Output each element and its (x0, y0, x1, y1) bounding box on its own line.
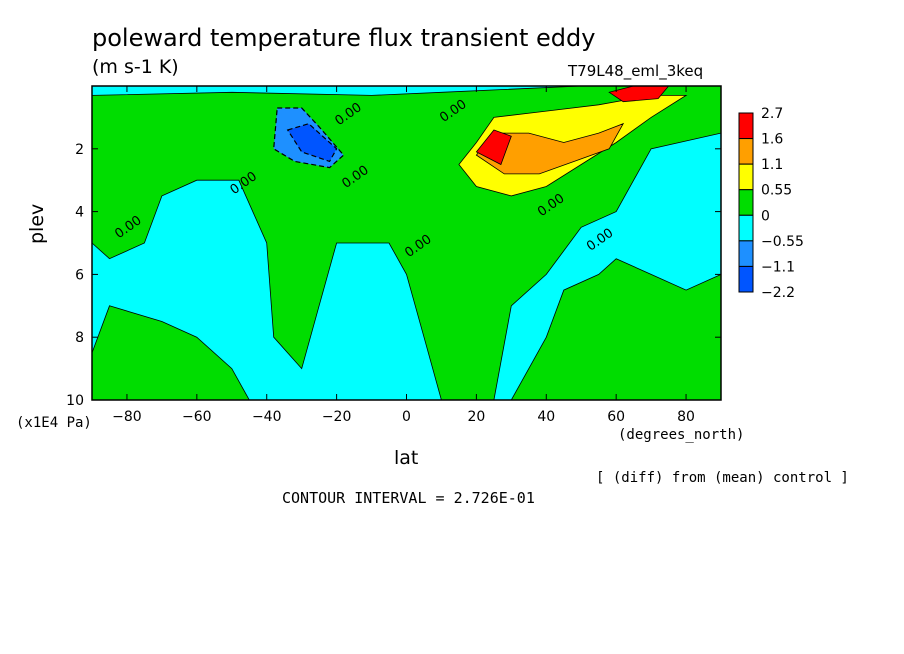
colorbar-box (738, 265, 754, 293)
x-tick-label: 60 (607, 409, 625, 425)
colorbar-box (738, 189, 754, 216)
x-tick-label: 0 (402, 409, 411, 425)
field-region (510, 258, 721, 400)
y-tick-label: 4 (75, 205, 84, 221)
x-tick-label: −60 (182, 409, 212, 425)
y-tick-label: 2 (75, 142, 84, 158)
colorbar-box (738, 112, 754, 140)
colorbar-label: 0.55 (761, 183, 792, 199)
x-tick-label: −20 (322, 409, 352, 425)
field-region (475, 122, 625, 175)
x-tick-label: −80 (112, 409, 142, 425)
colorbar-label: 1.1 (761, 157, 783, 173)
x-tick-label: 40 (537, 409, 555, 425)
colorbar-label: −2.2 (761, 285, 795, 301)
x-tick-label: 20 (467, 409, 485, 425)
field-regions (92, 86, 721, 400)
colorbar-label: 1.6 (761, 132, 783, 148)
y-axis-units: (x1E4 Pa) (16, 415, 92, 431)
x-tick-label: −40 (252, 409, 282, 425)
field-region (92, 305, 250, 400)
y-tick-label: 8 (75, 330, 84, 346)
contour-interval: CONTOUR INTERVAL = 2.726E-01 (282, 489, 535, 507)
x-tick-label: 80 (677, 409, 695, 425)
colorbar-label: −1.1 (761, 259, 795, 275)
colorbar-label: 2.7 (761, 106, 783, 122)
y-tick-label: 10 (66, 393, 84, 409)
colorbar-box (738, 163, 754, 191)
chart-title: poleward temperature flux transient eddy (92, 24, 596, 52)
chart-units: (m s-1 K) (92, 56, 179, 78)
colorbar-box (738, 138, 754, 165)
colorbar-label: 0 (761, 208, 770, 224)
diff-note: [ (diff) from (mean) control ] (596, 470, 849, 486)
y-tick-label: 6 (75, 267, 84, 283)
x-axis-units: (degrees_north) (618, 427, 745, 443)
colorbar-box (738, 240, 754, 267)
run-name: T79L48_eml_3keq (568, 62, 704, 80)
field-region (475, 129, 512, 166)
colorbar-box (738, 214, 754, 242)
field-region (286, 123, 338, 163)
colorbar-label: −0.55 (761, 234, 804, 250)
x-axis-label: lat (394, 447, 419, 469)
field-region (608, 86, 670, 103)
